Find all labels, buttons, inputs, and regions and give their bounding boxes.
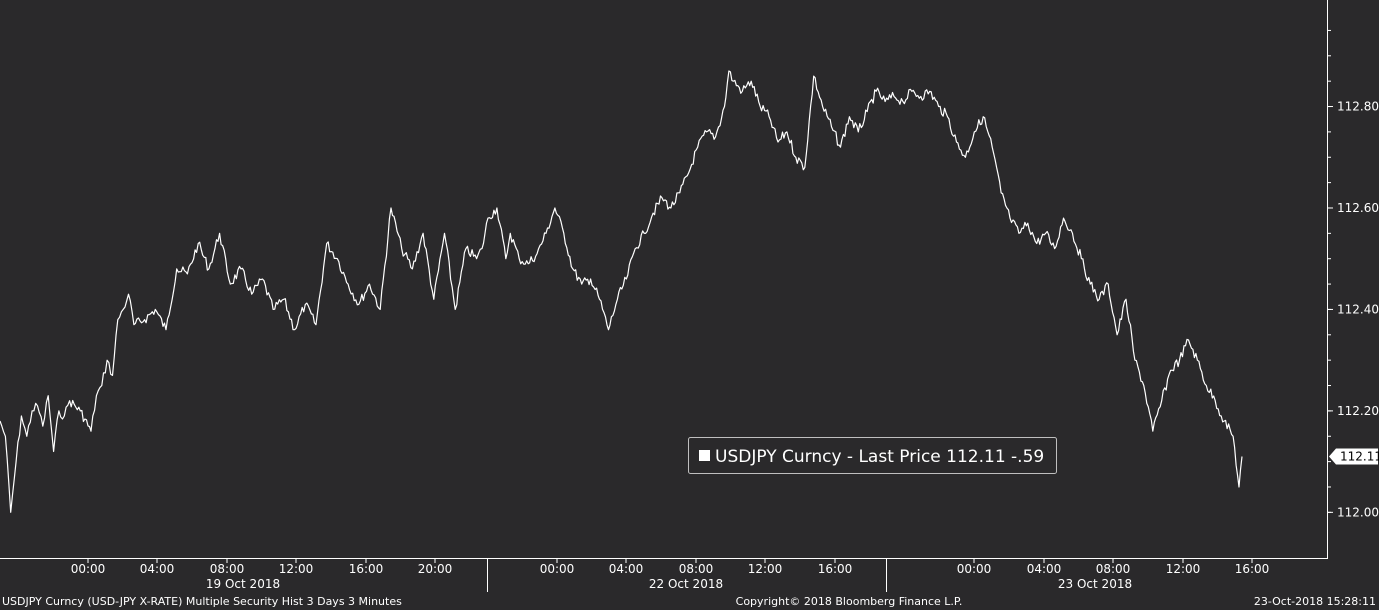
legend-box — [688, 437, 1057, 474]
legend-label: USDJPY Curncy - Last Price 112.11 -.59 — [715, 447, 1044, 467]
x-tick-label: 00:00 — [540, 562, 575, 576]
footer: USDJPY Curncy (USD-JPY X-RATE) Multiple … — [2, 595, 1376, 608]
x-tick-label: 12:00 — [279, 562, 314, 576]
x-ticks: 00:00 04:00 08:00 12:00 16:00 20:00 00:00 04:00… — [71, 558, 1270, 576]
footer-copyright: Copyright© 2018 Bloomberg Finance L.P. — [736, 595, 963, 608]
date-label: 23 Oct 2018 — [1058, 577, 1132, 591]
x-tick-label: 12:00 — [1166, 562, 1201, 576]
x-tick-label: 08:00 — [1096, 562, 1131, 576]
x-tick-label: 00:00 — [957, 562, 992, 576]
footer-timestamp: 23-Oct-2018 15:28:11 — [1254, 595, 1376, 608]
y-axis: 112.00 112.20 112.40 112.60 112.80 112.11 — [1327, 0, 1379, 558]
price-line — [0, 70, 1243, 513]
x-tick-label: 00:00 — [71, 562, 106, 576]
date-label: 19 Oct 2018 — [206, 577, 280, 591]
x-tick-label: 16:00 — [818, 562, 853, 576]
date-label: 22 Oct 2018 — [649, 577, 723, 591]
x-tick-label: 16:00 — [1235, 562, 1270, 576]
y-tick-label: 112.80 — [1337, 100, 1379, 114]
x-tick-label: 20:00 — [418, 562, 453, 576]
plot-area — [0, 70, 1243, 513]
legend: USDJPY Curncy - Last Price 112.11 -.59 — [688, 437, 1057, 474]
last-price-badge-text: 112.11 — [1340, 450, 1379, 464]
x-axis: 00:00 04:00 08:00 12:00 16:00 20:00 00:00 04:00… — [0, 558, 1328, 592]
last-price-badge-shape — [1329, 448, 1378, 465]
x-tick-label: 08:00 — [210, 562, 245, 576]
x-tick-label: 12:00 — [748, 562, 783, 576]
x-tick-label: 08:00 — [679, 562, 714, 576]
footer-security-info: USDJPY Curncy (USD-JPY X-RATE) Multiple … — [2, 595, 402, 608]
legend-swatch — [699, 450, 710, 461]
last-price-badge: 112.11 — [1329, 448, 1379, 465]
y-tick-label: 112.20 — [1337, 404, 1379, 418]
y-tick-label: 112.40 — [1337, 302, 1379, 316]
y-ticks: 112.00 112.20 112.40 112.60 112.80 — [1328, 29, 1379, 519]
x-tick-label: 04:00 — [140, 562, 175, 576]
y-tick-label: 112.60 — [1337, 201, 1379, 215]
y-tick-label: 112.00 — [1337, 505, 1379, 519]
x-tick-label: 16:00 — [349, 562, 384, 576]
x-tick-label: 04:00 — [1027, 562, 1062, 576]
x-tick-label: 04:00 — [609, 562, 644, 576]
